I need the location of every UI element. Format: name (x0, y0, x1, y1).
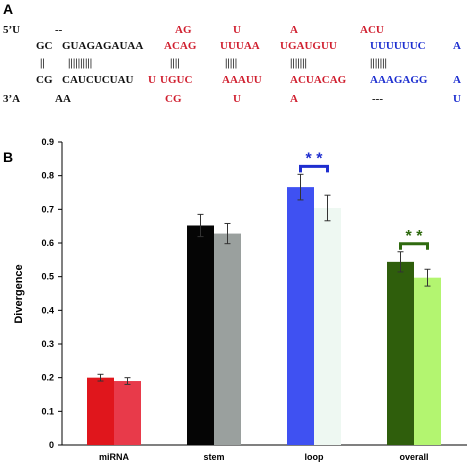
bar-overall-2 (414, 277, 441, 445)
y-tick-label: 0.5 (41, 272, 54, 282)
y-axis-title: Divergence (13, 264, 25, 323)
seq-row-1-segment-2: -- (55, 24, 63, 36)
seq-row-3-segment-3: |||| (170, 57, 180, 69)
seq-row-3-segment-1: || (40, 57, 45, 69)
significance-marks: * * * * (299, 150, 429, 250)
seq-row-2-segment-7: A (453, 40, 461, 52)
bar-stem-2 (214, 233, 241, 445)
seq-row-3-segment-4: ||||| (225, 57, 237, 69)
seq-row-1-segment-4: U (233, 24, 241, 36)
seq-row-5-segment-7: U (453, 93, 461, 105)
bar-loop-1 (287, 187, 314, 445)
bar-miRNA-2 (114, 381, 141, 445)
seq-row-2-segment-3: ACAG (164, 40, 197, 52)
y-ticks: 0 0.1 0.2 0.3 0.4 0.5 0.6 0.7 0.8 0.9 (41, 137, 62, 450)
significance-stars-overall: * * (406, 228, 424, 245)
seq-row-2-segment-5: UGAUGUU (280, 40, 337, 52)
seq-row-4-segment-5: AAAUU (222, 74, 262, 86)
seq-row-2-segment-4: UUUAA (220, 40, 260, 52)
seq-row-1-segment-3: AG (175, 24, 192, 36)
y-tick-label: 0.9 (41, 137, 54, 147)
seq-row-3-segment-2: |||||||||| (68, 57, 92, 69)
x-tick-label-loop: loop (305, 452, 324, 462)
panel-a-label: A (3, 1, 13, 17)
bars (87, 187, 441, 445)
x-tick-label-miRNA: miRNA (99, 452, 130, 462)
seq-row-4-segment-3: U (148, 74, 156, 86)
significance-stars-loop: * * (306, 150, 324, 167)
bar-loop-2 (314, 207, 341, 445)
y-tick-label: 0 (49, 440, 54, 450)
seq-row-4-segment-6: ACUACAG (290, 74, 347, 86)
seq-row-1-segment-5: A (290, 24, 298, 36)
y-tick-label: 0.4 (41, 305, 54, 315)
seq-row-5-segment-4: U (233, 93, 241, 105)
seq-row-3-segment-6: ||||||| (370, 57, 387, 69)
significance-bracket-overall (399, 242, 429, 250)
seq-row-4-segment-7: AAAGAGG (370, 74, 428, 86)
divergence-bar-chart: Divergence 00.10.20.30.40.50.60.70.80.9 … (13, 137, 467, 462)
seq-row-5-segment-3: CG (165, 93, 182, 105)
seq-row-1-segment-1: 5’U (3, 24, 20, 36)
seq-row-5-segment-2: AA (55, 93, 71, 105)
bar-stem-1 (187, 225, 214, 445)
bar-miRNA-1 (87, 377, 114, 445)
seq-row-5-segment-1: 3’A (3, 93, 20, 105)
seq-row-5-segment-6: --- (372, 93, 383, 105)
y-tick-label: 0.7 (41, 204, 54, 214)
seq-row-4-segment-8: A (453, 74, 461, 86)
seq-row-4-segment-2: CAUCUCUAU (62, 74, 134, 86)
seq-row-4-segment-1: CG (36, 74, 53, 86)
y-tick-label: 0.3 (41, 339, 54, 349)
seq-row-3-segment-5: ||||||| (290, 57, 307, 69)
x-tick-label-stem: stem (203, 452, 224, 462)
bar-overall-1 (387, 261, 414, 445)
seq-row-5-segment-5: A (290, 93, 298, 105)
seq-row-2-segment-6: UUUUUUC (370, 40, 426, 52)
seq-row-2-segment-1: GC (36, 40, 53, 52)
y-tick-label: 0.8 (41, 171, 54, 181)
x-tick-label-overall: overall (399, 452, 428, 462)
seq-row-1-segment-6: ACU (360, 24, 384, 36)
seq-row-4-segment-4: UGUC (160, 74, 192, 86)
significance-bracket-loop (299, 164, 329, 173)
y-tick-label: 0.2 (41, 373, 54, 383)
error-bars (97, 173, 431, 385)
x-tick-labels: miRNA stem loop overall (99, 452, 429, 462)
y-tick-label: 0.6 (41, 238, 54, 248)
y-tick-label: 0.1 (41, 406, 54, 416)
panel-b-label: B (3, 149, 13, 165)
seq-row-2-segment-2: GUAGAGAUAA (62, 40, 143, 52)
